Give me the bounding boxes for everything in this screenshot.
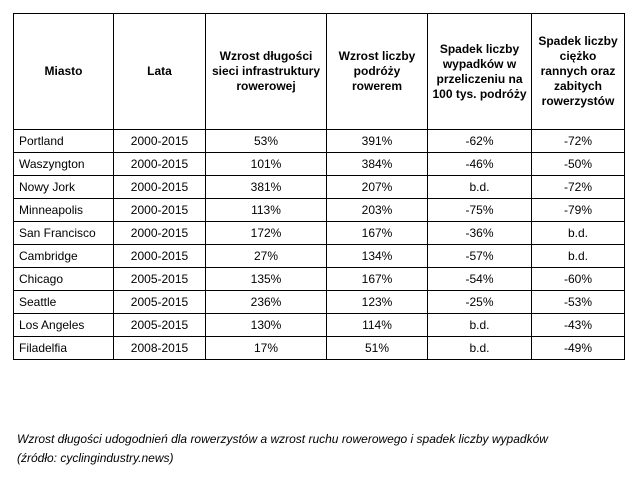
cell-trips-growth: 123% [326, 290, 428, 314]
cell-years: 2000-2015 [113, 175, 206, 199]
cell-trips-growth: 134% [326, 244, 428, 268]
caption-source: (źródło: cyclingindustry.news) [17, 451, 174, 465]
cell-years: 2005-2015 [113, 290, 206, 314]
cell-casualties-drop: -43% [531, 313, 625, 337]
table-row: Nowy Jork 2000-2015 381% 207% b.d. -72% [13, 175, 625, 199]
cell-city: Filadelfia [13, 336, 114, 360]
cell-years: 2008-2015 [113, 336, 206, 360]
cell-city: Los Angeles [13, 313, 114, 337]
table-row: Chicago 2005-2015 135% 167% -54% -60% [13, 267, 625, 291]
cell-infrastructure-growth: 53% [205, 129, 327, 153]
cell-casualties-drop: -50% [531, 152, 625, 176]
cell-trips-growth: 384% [326, 152, 428, 176]
cell-casualties-drop: -53% [531, 290, 625, 314]
cell-city: Minneapolis [13, 198, 114, 222]
cell-trips-growth: 114% [326, 313, 428, 337]
table-row: Los Angeles 2005-2015 130% 114% b.d. -43… [13, 313, 625, 337]
cell-city: Waszyngton [13, 152, 114, 176]
cell-infrastructure-growth: 236% [205, 290, 327, 314]
header-trips-growth: Wzrost liczby podróży rowerem [326, 13, 428, 130]
cell-casualties-drop: b.d. [531, 244, 625, 268]
bike-infrastructure-table: Miasto Lata Wzrost długości sieci infras… [13, 13, 625, 360]
cell-accident-rate-drop: -57% [427, 244, 532, 268]
cell-infrastructure-growth: 130% [205, 313, 327, 337]
cell-years: 2000-2015 [113, 129, 206, 153]
cell-years: 2000-2015 [113, 244, 206, 268]
cell-trips-growth: 391% [326, 129, 428, 153]
cell-infrastructure-growth: 135% [205, 267, 327, 291]
cell-casualties-drop: -72% [531, 175, 625, 199]
cell-accident-rate-drop: -75% [427, 198, 532, 222]
cell-casualties-drop: b.d. [531, 221, 625, 245]
header-years: Lata [113, 13, 206, 130]
table-row: Cambridge 2000-2015 27% 134% -57% b.d. [13, 244, 625, 268]
cell-accident-rate-drop: -54% [427, 267, 532, 291]
cell-accident-rate-drop: b.d. [427, 313, 532, 337]
table-row: Seattle 2005-2015 236% 123% -25% -53% [13, 290, 625, 314]
cell-accident-rate-drop: -36% [427, 221, 532, 245]
header-casualties-drop: Spadek liczby ciężko rannych oraz zabity… [531, 13, 625, 130]
cell-city: Nowy Jork [13, 175, 114, 199]
cell-accident-rate-drop: b.d. [427, 175, 532, 199]
cell-infrastructure-growth: 17% [205, 336, 327, 360]
table-row: Minneapolis 2000-2015 113% 203% -75% -79… [13, 198, 625, 222]
cell-years: 2000-2015 [113, 152, 206, 176]
cell-years: 2005-2015 [113, 267, 206, 291]
cell-infrastructure-growth: 172% [205, 221, 327, 245]
cell-years: 2000-2015 [113, 221, 206, 245]
table-row: Portland 2000-2015 53% 391% -62% -72% [13, 129, 625, 153]
cell-casualties-drop: -60% [531, 267, 625, 291]
cell-trips-growth: 207% [326, 175, 428, 199]
cell-trips-growth: 51% [326, 336, 428, 360]
cell-accident-rate-drop: -46% [427, 152, 532, 176]
cell-casualties-drop: -49% [531, 336, 625, 360]
cell-casualties-drop: -72% [531, 129, 625, 153]
cell-city: Portland [13, 129, 114, 153]
table-row: Filadelfia 2008-2015 17% 51% b.d. -49% [13, 336, 625, 360]
cell-years: 2005-2015 [113, 313, 206, 337]
cell-infrastructure-growth: 101% [205, 152, 327, 176]
cell-accident-rate-drop: -25% [427, 290, 532, 314]
table-row: San Francisco 2000-2015 172% 167% -36% b… [13, 221, 625, 245]
table-header-row: Miasto Lata Wzrost długości sieci infras… [13, 13, 625, 130]
header-infrastructure-growth: Wzrost długości sieci infrastruktury row… [205, 13, 327, 130]
cell-city: Seattle [13, 290, 114, 314]
cell-casualties-drop: -79% [531, 198, 625, 222]
header-accident-rate-drop: Spadek liczby wypadków w przeliczeniu na… [427, 13, 532, 130]
caption-description: Wzrost długości udogodnień dla rowerzyst… [17, 432, 548, 446]
cell-infrastructure-growth: 27% [205, 244, 327, 268]
cell-city: San Francisco [13, 221, 114, 245]
cell-trips-growth: 167% [326, 221, 428, 245]
cell-accident-rate-drop: -62% [427, 129, 532, 153]
cell-infrastructure-growth: 113% [205, 198, 327, 222]
table-caption: Wzrost długości udogodnień dla rowerzyst… [17, 430, 632, 468]
header-city: Miasto [13, 13, 114, 130]
cell-city: Cambridge [13, 244, 114, 268]
cell-accident-rate-drop: b.d. [427, 336, 532, 360]
cell-trips-growth: 203% [326, 198, 428, 222]
cell-infrastructure-growth: 381% [205, 175, 327, 199]
cell-years: 2000-2015 [113, 198, 206, 222]
cell-city: Chicago [13, 267, 114, 291]
table-row: Waszyngton 2000-2015 101% 384% -46% -50% [13, 152, 625, 176]
cell-trips-growth: 167% [326, 267, 428, 291]
